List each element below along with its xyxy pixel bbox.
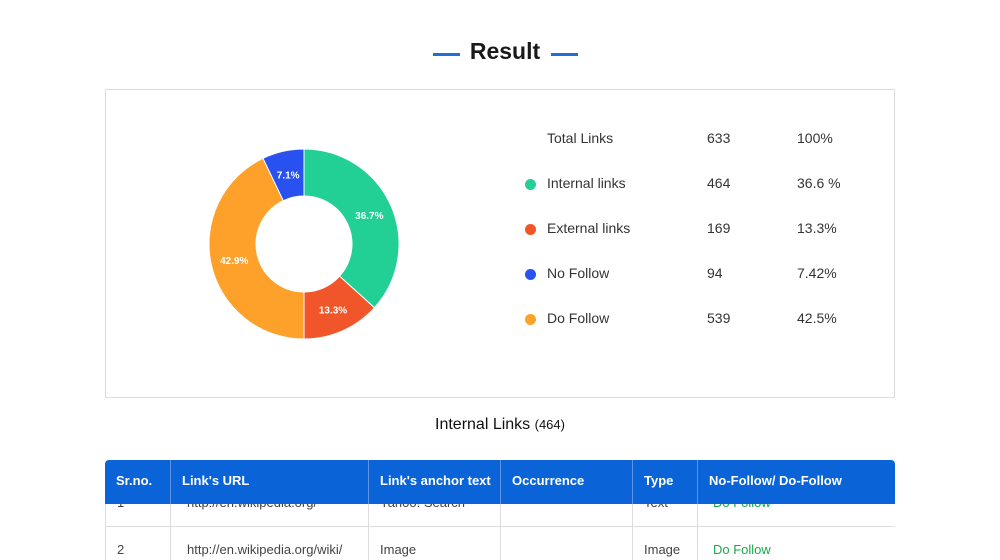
summary-name: No Follow [547,265,610,281]
summary-count: 94 [707,265,723,281]
summary-percent: 42.5% [797,310,837,326]
donut-chart: 36.7% 13.3% 42.9% 7.1% [208,148,400,340]
column-header: Sr.no. [105,460,171,504]
table-cell: Image [633,527,698,560]
donut-slice [303,148,400,309]
summary-count: 464 [707,175,731,191]
summary-count: 539 [707,310,731,326]
summary-name: Total Links [547,130,614,146]
title-dash [551,53,578,56]
slice-label: 13.3% [319,305,347,316]
section-title: Result [469,38,541,64]
table-cell: Do Follow [713,542,771,557]
summary-percent: 100% [797,130,833,146]
table-title-text: Internal Links [435,416,531,433]
links-table: Sr.no. Link's URL Link's anchor text Occurr… [105,460,895,560]
donut-slice [208,157,305,340]
legend-dot [525,269,536,280]
summary-count: 633 [707,130,731,146]
summary-percent: 36.6 % [797,175,841,191]
column-header: Link's anchor text [369,460,501,504]
legend-dot [525,179,536,190]
row-divider [105,526,895,527]
table-cell: Image [369,527,501,560]
title-dash [433,53,460,56]
slice-label: 7.1% [277,170,300,181]
slice-label: 36.7% [355,211,383,222]
donut-slice [262,148,305,202]
result-card [105,89,895,398]
table-cell: http://en.wikipedia.org/wiki/ [171,527,369,560]
slice-label: 42.9% [220,256,248,267]
summary-count: 169 [707,220,731,236]
column-header: Occurrence [501,460,633,504]
summary-name: External links [547,220,631,236]
legend-dot [525,314,536,325]
table-cell: 2 [105,527,171,560]
table-title: Internal Links (464) [0,416,1000,434]
summary-percent: 7.42% [797,265,837,281]
legend-dot [525,224,536,235]
column-header: No-Follow/ Do-Follow [698,460,895,504]
summary-percent: 13.3% [797,220,837,236]
column-header: Link's URL [171,460,369,504]
column-header: Type [633,460,698,504]
table-cell [501,527,633,560]
summary-name: Internal links [547,175,626,191]
table-count: (464) [534,417,565,432]
summary-name: Do Follow [547,310,610,326]
